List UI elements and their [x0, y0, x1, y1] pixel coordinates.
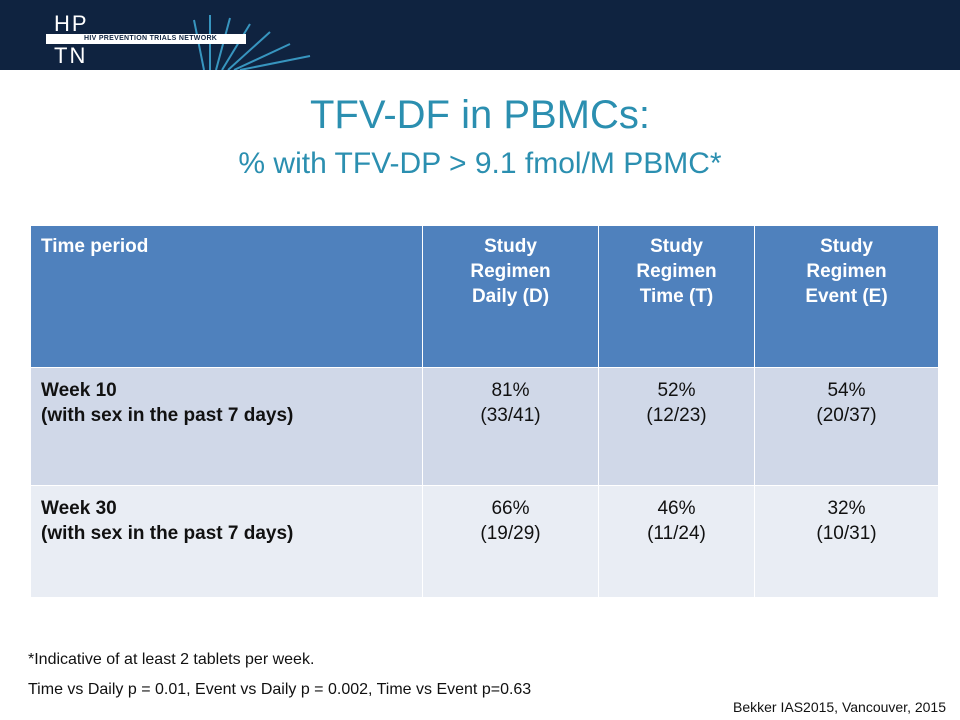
page-title: TFV-DF in PBMCs:	[309, 93, 651, 137]
results-table: Time period Study Regimen Daily (D) Stud…	[30, 225, 939, 598]
footnote: *Indicative of at least 2 tablets per we…	[28, 651, 315, 668]
page-subtitle: % with TFV-DP > 9.1 fmol/M PBMC*	[238, 147, 722, 180]
cell-value: 52% (12/23)	[598, 367, 755, 486]
header-bar: HP TN HIV PREVENTION TRIALS NETWORK	[0, 0, 960, 70]
cell-value: 66% (19/29)	[422, 485, 599, 598]
logo-letters: HP TN	[54, 11, 89, 68]
header-time-period: Time period	[30, 225, 423, 368]
logo-banner	[46, 34, 246, 44]
cell-value: 81% (33/41)	[422, 367, 599, 486]
row-label: Week 10 (with sex in the past 7 days)	[30, 367, 423, 486]
sunburst-icon	[193, 15, 311, 70]
table-header-row: Time period Study Regimen Daily (D) Stud…	[30, 225, 939, 368]
row-label: Week 30 (with sex in the past 7 days)	[30, 485, 423, 598]
header-time: Study Regimen Time (T)	[598, 225, 755, 368]
header-event: Study Regimen Event (E)	[754, 225, 939, 368]
cell-value: 32% (10/31)	[754, 485, 939, 598]
cell-value: 46% (11/24)	[598, 485, 755, 598]
hptn-logo: HP TN HIV PREVENTION TRIALS NETWORK	[40, 10, 311, 70]
network-name: HIV PREVENTION TRIALS NETWORK	[84, 35, 218, 42]
cell-value: 54% (20/37)	[754, 367, 939, 486]
stats-note: Time vs Daily p = 0.01, Event vs Daily p…	[28, 681, 532, 698]
citation: Bekker IAS2015, Vancouver, 2015	[733, 699, 946, 715]
table-row: Week 30 (with sex in the past 7 days) 66…	[30, 485, 939, 598]
header-daily: Study Regimen Daily (D)	[422, 225, 599, 368]
table-row: Week 10 (with sex in the past 7 days) 81…	[30, 367, 939, 486]
